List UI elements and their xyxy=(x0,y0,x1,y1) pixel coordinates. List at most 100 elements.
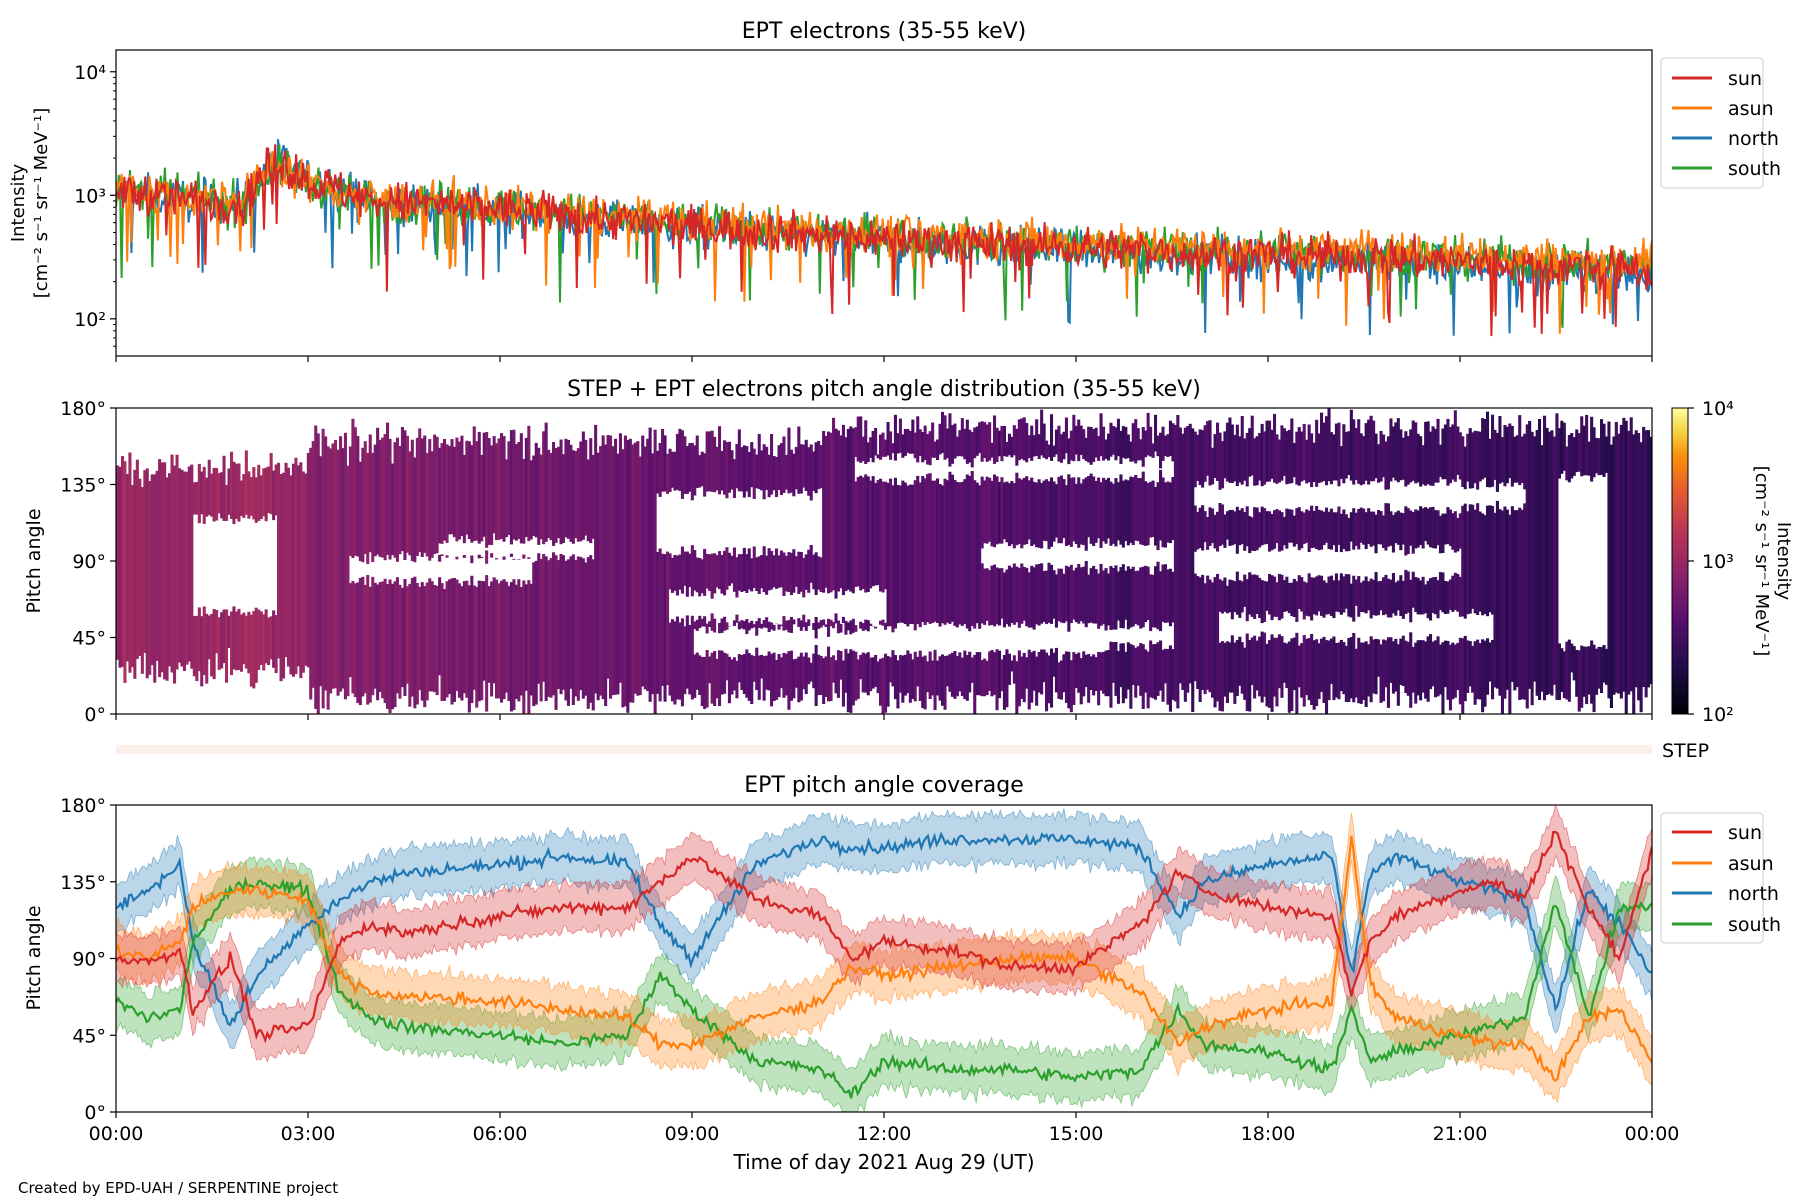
heatmap-cell xyxy=(775,659,779,700)
heatmap-cell xyxy=(1535,430,1539,696)
heatmap-cell xyxy=(1050,414,1054,461)
heatmap-cell xyxy=(1463,503,1467,619)
colorbar: 10² 10³ 10⁴ Intensity [cm⁻² s⁻¹ sr⁻¹ MeV… xyxy=(1671,398,1794,726)
heatmap-cell xyxy=(1126,480,1130,546)
heatmap-cell xyxy=(1329,575,1333,616)
heatmap-cell xyxy=(1131,477,1135,545)
heatmap-cell xyxy=(1441,572,1445,613)
heatmap-cell xyxy=(1104,439,1108,459)
heatmap-cell xyxy=(1577,433,1581,472)
heatmap-cell xyxy=(1111,483,1115,544)
heatmap-cell xyxy=(435,585,439,696)
heatmap-cell xyxy=(1302,635,1306,707)
heatmap-cell xyxy=(1124,427,1128,459)
heatmap-cell xyxy=(1250,574,1254,617)
heatmap-cell xyxy=(1139,567,1143,629)
heatmap-cell xyxy=(908,484,912,624)
heatmap-cell xyxy=(1607,421,1611,699)
heatmap-cell xyxy=(985,568,989,621)
heatmap-cell xyxy=(1473,430,1477,484)
heatmap-cell xyxy=(1188,423,1192,684)
heatmap-cell xyxy=(1206,421,1210,476)
heatmap-cell xyxy=(509,430,513,545)
heatmap-cell xyxy=(938,484,942,627)
heatmap-cell xyxy=(866,620,870,632)
heatmap-cell xyxy=(1500,510,1504,714)
heatmap-cell xyxy=(1255,507,1259,551)
heatmap-cell xyxy=(1275,509,1279,544)
heatmap-cell xyxy=(839,623,843,633)
heatmap-cell xyxy=(690,442,694,501)
heatmap-cell xyxy=(784,620,788,630)
heatmap-cell xyxy=(225,485,229,521)
heatmap-cell xyxy=(876,454,880,459)
heatmap-cell xyxy=(316,433,320,714)
heatmap-cell xyxy=(566,439,570,539)
heatmap-cell xyxy=(376,427,380,555)
heatmap-cell xyxy=(1062,479,1066,539)
heatmap-cell xyxy=(846,653,850,713)
heatmap-cell xyxy=(311,441,315,688)
heatmap-cell xyxy=(1399,638,1403,685)
heatmap-cell xyxy=(1545,427,1549,695)
heatmap-cell xyxy=(537,553,541,684)
heatmap-cell xyxy=(1050,648,1054,708)
heatmap-cell xyxy=(678,554,682,590)
heatmap-cell xyxy=(341,448,345,689)
heatmap-cell xyxy=(1359,642,1363,704)
heatmap-cell xyxy=(923,425,927,461)
heatmap-cell xyxy=(574,451,578,539)
heatmap-cell xyxy=(1151,644,1155,699)
heatmap-cell xyxy=(1456,517,1460,552)
heatmap-cell xyxy=(249,477,253,516)
heatmap-cell xyxy=(462,581,466,694)
heatmap-cell xyxy=(1451,575,1455,612)
heatmap-cell xyxy=(509,582,513,712)
heatmap-cell xyxy=(1074,567,1078,623)
heatmap-cell xyxy=(1297,507,1301,551)
heatmap-cell xyxy=(898,418,902,453)
coverage-band-sun xyxy=(116,805,1652,1063)
heatmap-cell xyxy=(1097,477,1101,539)
heatmap-cell xyxy=(405,586,409,684)
heatmap-cell xyxy=(408,451,412,556)
heatmap-cell xyxy=(889,478,893,627)
heatmap-cell xyxy=(1382,577,1386,616)
heatmap-cell xyxy=(1126,434,1130,459)
heatmap-cell xyxy=(1258,433,1262,481)
heatmap-cell xyxy=(943,478,947,625)
heatmap-cell xyxy=(896,433,900,454)
heatmap-cell xyxy=(1166,434,1170,457)
heatmap-cell xyxy=(975,426,979,456)
heatmap-cell xyxy=(658,548,662,702)
heatmap-cell xyxy=(1240,416,1244,485)
heatmap-cell xyxy=(514,584,518,699)
heatmap-cell xyxy=(589,438,593,544)
heatmap-cell xyxy=(1032,435,1036,457)
heatmap-cell xyxy=(732,620,736,627)
heatmap-cell xyxy=(440,443,444,544)
heatmap-cell xyxy=(1193,573,1197,682)
heatmap-cell xyxy=(851,618,855,633)
heatmap-cell xyxy=(988,422,992,461)
panel2-ytick-label: 90° xyxy=(72,551,106,573)
heatmap-cell xyxy=(936,660,940,696)
heatmap-cell xyxy=(371,576,375,696)
heatmap-cell xyxy=(1567,435,1571,483)
heatmap-cell xyxy=(443,589,447,701)
heatmap-cell xyxy=(1582,646,1586,697)
heatmap-cell xyxy=(1161,477,1165,548)
heatmap-cell xyxy=(1139,643,1143,696)
heatmap-cell xyxy=(1054,429,1058,455)
heatmap-cell xyxy=(1624,420,1628,714)
heatmap-cell xyxy=(175,454,179,670)
heatmap-cell xyxy=(955,482,959,628)
heatmap-cell xyxy=(965,474,969,629)
heatmap-cell xyxy=(1064,485,1068,546)
heatmap-cell xyxy=(319,456,323,687)
heatmap-cell xyxy=(928,431,932,466)
heatmap-cell xyxy=(1022,567,1026,621)
heatmap-cell xyxy=(1344,514,1348,552)
heatmap-cell xyxy=(1005,441,1009,457)
heatmap-cell xyxy=(569,444,573,542)
